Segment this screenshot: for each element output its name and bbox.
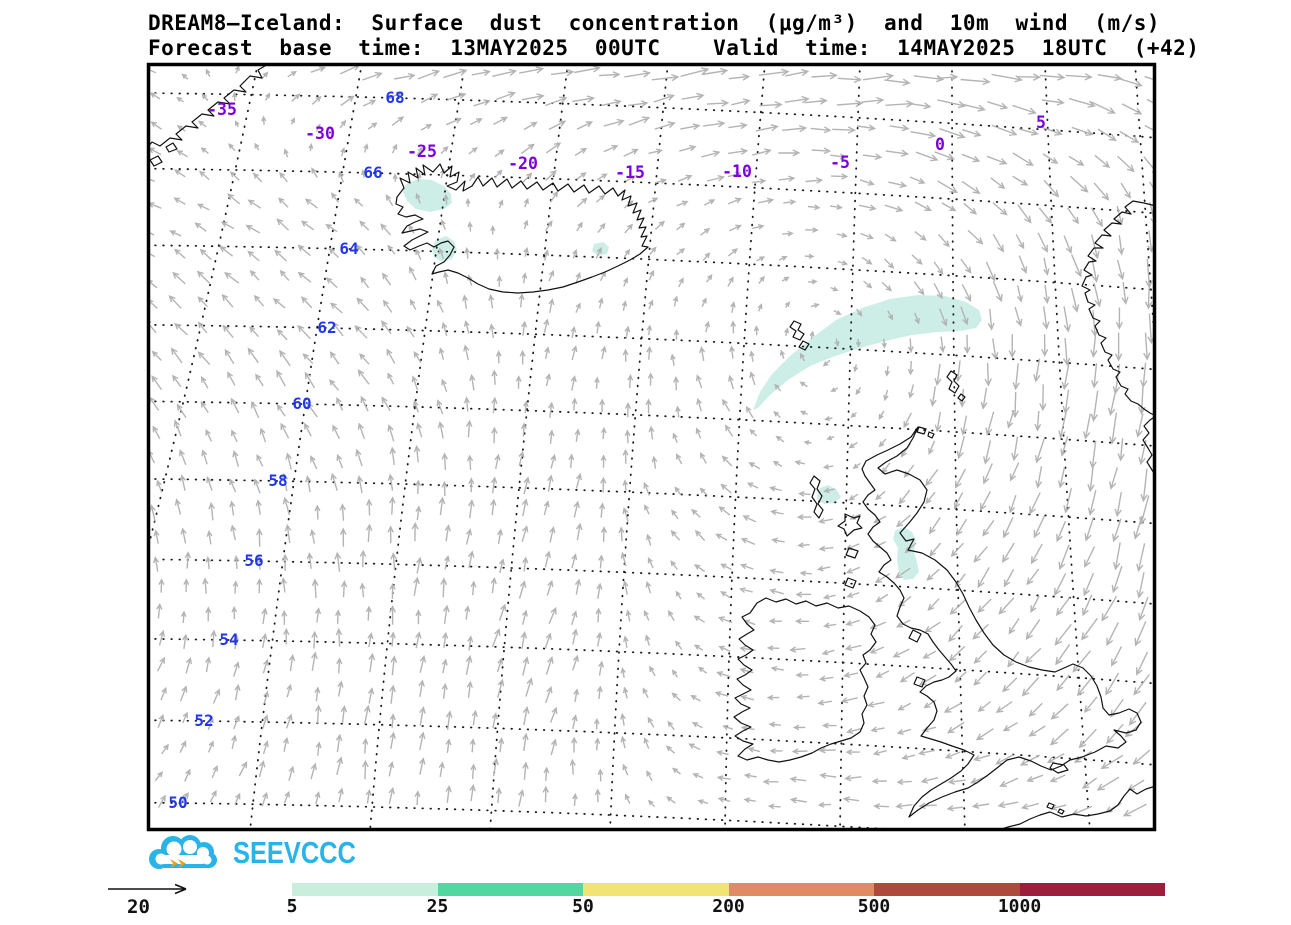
coastline-iceland xyxy=(395,163,649,294)
coastline-great-britain xyxy=(861,426,1142,818)
seevccc-logo: SEEVCCC xyxy=(145,834,405,874)
latitude-label-66: 66 xyxy=(363,163,382,182)
colorbar-segment-2 xyxy=(437,883,583,896)
longitude-label--15: -15 xyxy=(615,163,645,182)
coastline-faroe-islands xyxy=(789,320,805,341)
longitude-label--25: -25 xyxy=(407,142,437,161)
coastline-skye xyxy=(837,513,863,537)
coastline-shetland-islet xyxy=(957,393,966,402)
chart-title-line-2: Forecast base time: 13MAY2025 00UTC Vali… xyxy=(148,36,1200,60)
coastline-orkney-2 xyxy=(927,431,935,439)
colorbar-tick-1000: 1000 xyxy=(997,896,1042,917)
latitude-label-62: 62 xyxy=(317,318,336,337)
longitude-label-5: 5 xyxy=(1036,113,1046,132)
map-canvas: -35 -30 -25 -20 -15 -10 -5 0 5 68 66 64 62 60 58 56 54 52… xyxy=(147,63,1156,831)
dust-patch-faroe-islands-plume xyxy=(753,295,982,410)
cloud-arrow-icon xyxy=(170,859,186,868)
coastline-faroe-islands-2 xyxy=(798,340,810,351)
meridian--20 xyxy=(489,63,569,831)
longitude-label-0: 0 xyxy=(935,135,945,154)
longitude-label--20: -20 xyxy=(508,154,538,173)
coastline-greenland-islet-2 xyxy=(165,142,178,153)
latitude-label-56: 56 xyxy=(244,551,263,570)
map-frame xyxy=(146,62,1157,832)
coastline-isle-of-wight xyxy=(1049,762,1069,774)
colorbar-segment-4 xyxy=(728,883,874,896)
latitude-label-68: 68 xyxy=(385,88,404,107)
parallel-56 xyxy=(147,558,1156,605)
meridian-0 xyxy=(951,63,966,831)
parallel-66 xyxy=(147,167,1156,215)
meridian--25 xyxy=(369,63,466,831)
coastline-outer-hebrides xyxy=(809,475,824,519)
colorbar-tick-5: 5 xyxy=(286,896,298,917)
coastline-greenland xyxy=(147,63,271,149)
colorbar-segment-3 xyxy=(583,883,729,896)
wind-reference-legend: 20 xyxy=(105,880,205,925)
longitude-label--35: -35 xyxy=(207,100,237,119)
latitude-label-52: 52 xyxy=(194,711,213,730)
logo-wordmark: SEEVCCC xyxy=(233,835,356,870)
meridian--5 xyxy=(839,63,861,831)
parallel-68 xyxy=(147,92,1156,139)
coastline-islay xyxy=(844,577,857,589)
latitude-label-60: 60 xyxy=(292,394,311,413)
colorbar-tick-50: 50 xyxy=(572,896,594,917)
coastline-anglesey xyxy=(913,676,926,688)
wind-arrows xyxy=(147,64,1156,817)
meridian-5 xyxy=(1044,63,1091,831)
parallel-58 xyxy=(147,478,1156,525)
wind-vector-field xyxy=(147,64,1156,817)
coastline-greenland-islet-1 xyxy=(149,155,163,167)
dust-patch-central-scotland xyxy=(893,527,919,580)
concentration-colorbar xyxy=(292,883,1165,896)
meridian--15 xyxy=(609,63,669,831)
colorbar-segment-5 xyxy=(874,883,1020,896)
parallel-52 xyxy=(147,719,1156,766)
reference-arrow-icon xyxy=(108,883,187,895)
colorbar-tick-25: 25 xyxy=(426,896,449,917)
coastline-orkney xyxy=(916,426,927,435)
colorbar-tick-200: 200 xyxy=(712,896,745,917)
coastline-ireland xyxy=(733,597,877,763)
coastline-channel-island-1 xyxy=(1046,802,1055,810)
parallel-62 xyxy=(147,323,1156,371)
dust-patch-faxafloi-bay-iceland xyxy=(432,236,457,262)
chart-title-line-1: DREAM8—Iceland: Surface dust concentrati… xyxy=(148,11,1161,35)
parallel-54 xyxy=(147,637,1156,685)
dust-patch-west-iceland-fjords xyxy=(403,179,452,212)
coastline-isle-of-man xyxy=(908,629,922,643)
dust-patch-outer-hebrides xyxy=(817,485,841,504)
colorbar-segment-1 xyxy=(292,883,438,896)
reference-wind-speed: 20 xyxy=(127,896,150,918)
latitude-label-64: 64 xyxy=(339,239,358,258)
cloud-shape xyxy=(149,835,217,869)
longitude-label--5: -5 xyxy=(830,153,850,172)
coastline-mull xyxy=(845,547,859,559)
longitude-label--10: -10 xyxy=(722,162,752,181)
meridian--35 xyxy=(149,63,259,541)
colorbar-segment-6 xyxy=(1019,883,1165,896)
latitude-label-50: 50 xyxy=(168,793,187,812)
coastline-channel-island-2 xyxy=(1057,808,1065,815)
longitude-label--30: -30 xyxy=(305,124,335,143)
coastline-shetland xyxy=(946,370,960,394)
coastline-france-channel xyxy=(995,785,1156,831)
latitude-label-54: 54 xyxy=(219,630,238,649)
latitude-label-58: 58 xyxy=(268,471,287,490)
colorbar-tick-labels: 5 25 50 200 500 1000 xyxy=(0,896,1291,920)
colorbar-tick-500: 500 xyxy=(857,896,891,917)
cloud-logo-icon xyxy=(149,835,217,869)
